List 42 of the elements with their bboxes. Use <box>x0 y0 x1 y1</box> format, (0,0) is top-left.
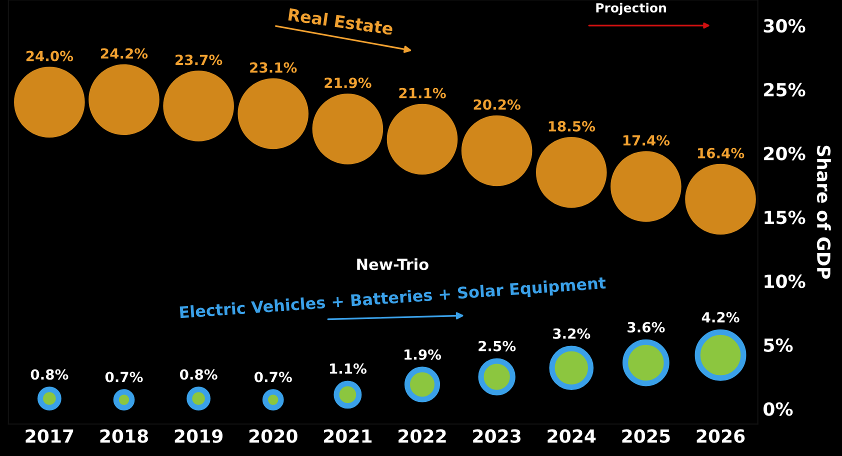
x-tick-label: 2026 <box>696 429 745 443</box>
data-label: 24.2% <box>101 48 148 59</box>
y-tick-label: 30% <box>764 19 806 33</box>
annotation: New-Trio <box>357 258 428 270</box>
x-tick-label: 2020 <box>249 429 298 443</box>
x-tick-label: 2025 <box>622 429 670 443</box>
data-label: 20.2% <box>474 99 520 110</box>
data-label: 23.1% <box>250 62 297 73</box>
data-label: 3.2% <box>553 328 590 339</box>
data-label: 1.9% <box>404 349 442 360</box>
data-label: 17.4% <box>623 135 670 146</box>
data-label: 0.7% <box>254 372 292 382</box>
data-label: 2.5% <box>478 340 516 352</box>
x-tick-label: 2022 <box>398 429 446 443</box>
data-label: 24.0% <box>26 50 74 62</box>
y-tick-label: 20% <box>764 146 806 160</box>
data-label: 23.7% <box>176 54 222 66</box>
text: Electric Vehicles + Batteries + Solar Equipment <box>180 276 606 322</box>
x-tick-label: 2018 <box>100 429 148 443</box>
y-tick-label: 0% <box>764 402 793 416</box>
x-tick-label: 2019 <box>174 429 223 443</box>
data-label: 3.6% <box>628 322 665 332</box>
y-tick-label: 5% <box>764 338 793 352</box>
data-label: 16.4% <box>698 148 744 158</box>
x-tick-label: 2021 <box>324 429 372 443</box>
data-label: 0.8% <box>180 369 218 380</box>
data-label: 21.9% <box>324 78 372 88</box>
y-tick-label: 25% <box>764 82 806 97</box>
data-label: 0.8% <box>30 369 68 380</box>
text: Real Estate <box>288 8 394 36</box>
data-label: 0.7% <box>105 372 143 382</box>
annotation: Projection <box>596 2 666 16</box>
y-tick-label: 15% <box>764 210 806 224</box>
x-tick-label: 2017 <box>26 429 74 443</box>
y-axis-title: Share of GDP <box>816 146 831 279</box>
data-label: 1.1% <box>330 363 367 374</box>
data-label: 4.2% <box>702 312 740 323</box>
x-tick-label: 2024 <box>548 429 596 443</box>
data-label: 21.1% <box>399 88 446 98</box>
x-tick-label: 2023 <box>473 429 521 443</box>
data-label: 18.5% <box>548 121 596 132</box>
y-tick-label: 10% <box>764 274 806 288</box>
